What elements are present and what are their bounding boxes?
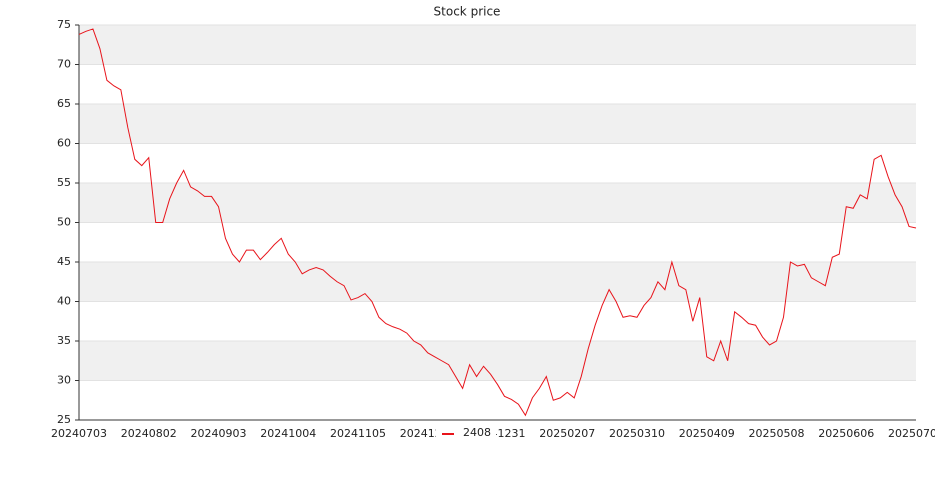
y-tick-label: 55	[57, 176, 71, 189]
legend: 2408	[436, 424, 496, 442]
y-tick-label: 30	[57, 374, 71, 387]
y-tick-label: 60	[57, 137, 71, 150]
y-tick-label: 50	[57, 216, 71, 229]
x-tick-label: 20240903	[191, 427, 247, 440]
y-tick-label: 75	[57, 18, 71, 31]
y-tick-label: 70	[57, 58, 71, 71]
x-tick-label: 20250508	[749, 427, 805, 440]
grid-band	[79, 183, 916, 223]
y-tick-label: 35	[57, 334, 71, 347]
price-line	[78, 28, 917, 417]
y-tick-label: 65	[57, 97, 71, 110]
legend-label: 2408	[463, 426, 491, 439]
y-tick-label: 25	[57, 413, 71, 426]
grid-band	[79, 25, 916, 65]
x-tick-label: 20250707	[888, 427, 935, 440]
y-tick-label: 40	[57, 295, 71, 308]
x-tick-label: 20241004	[260, 427, 316, 440]
x-tick-label: 20250310	[609, 427, 665, 440]
grid-band	[79, 262, 916, 302]
x-tick-label: 20241105	[330, 427, 386, 440]
x-tick-label: 20250606	[818, 427, 874, 440]
y-tick-label: 45	[57, 255, 71, 268]
x-tick-label: 20250409	[679, 427, 735, 440]
x-tick-label: 20240703	[51, 427, 107, 440]
grid-band	[79, 104, 916, 144]
grid-band	[79, 341, 916, 381]
chart-title: Stock price	[434, 5, 501, 19]
legend-box	[436, 424, 496, 442]
x-tick-label: 20250207	[539, 427, 595, 440]
x-tick-label: 20240802	[121, 427, 177, 440]
